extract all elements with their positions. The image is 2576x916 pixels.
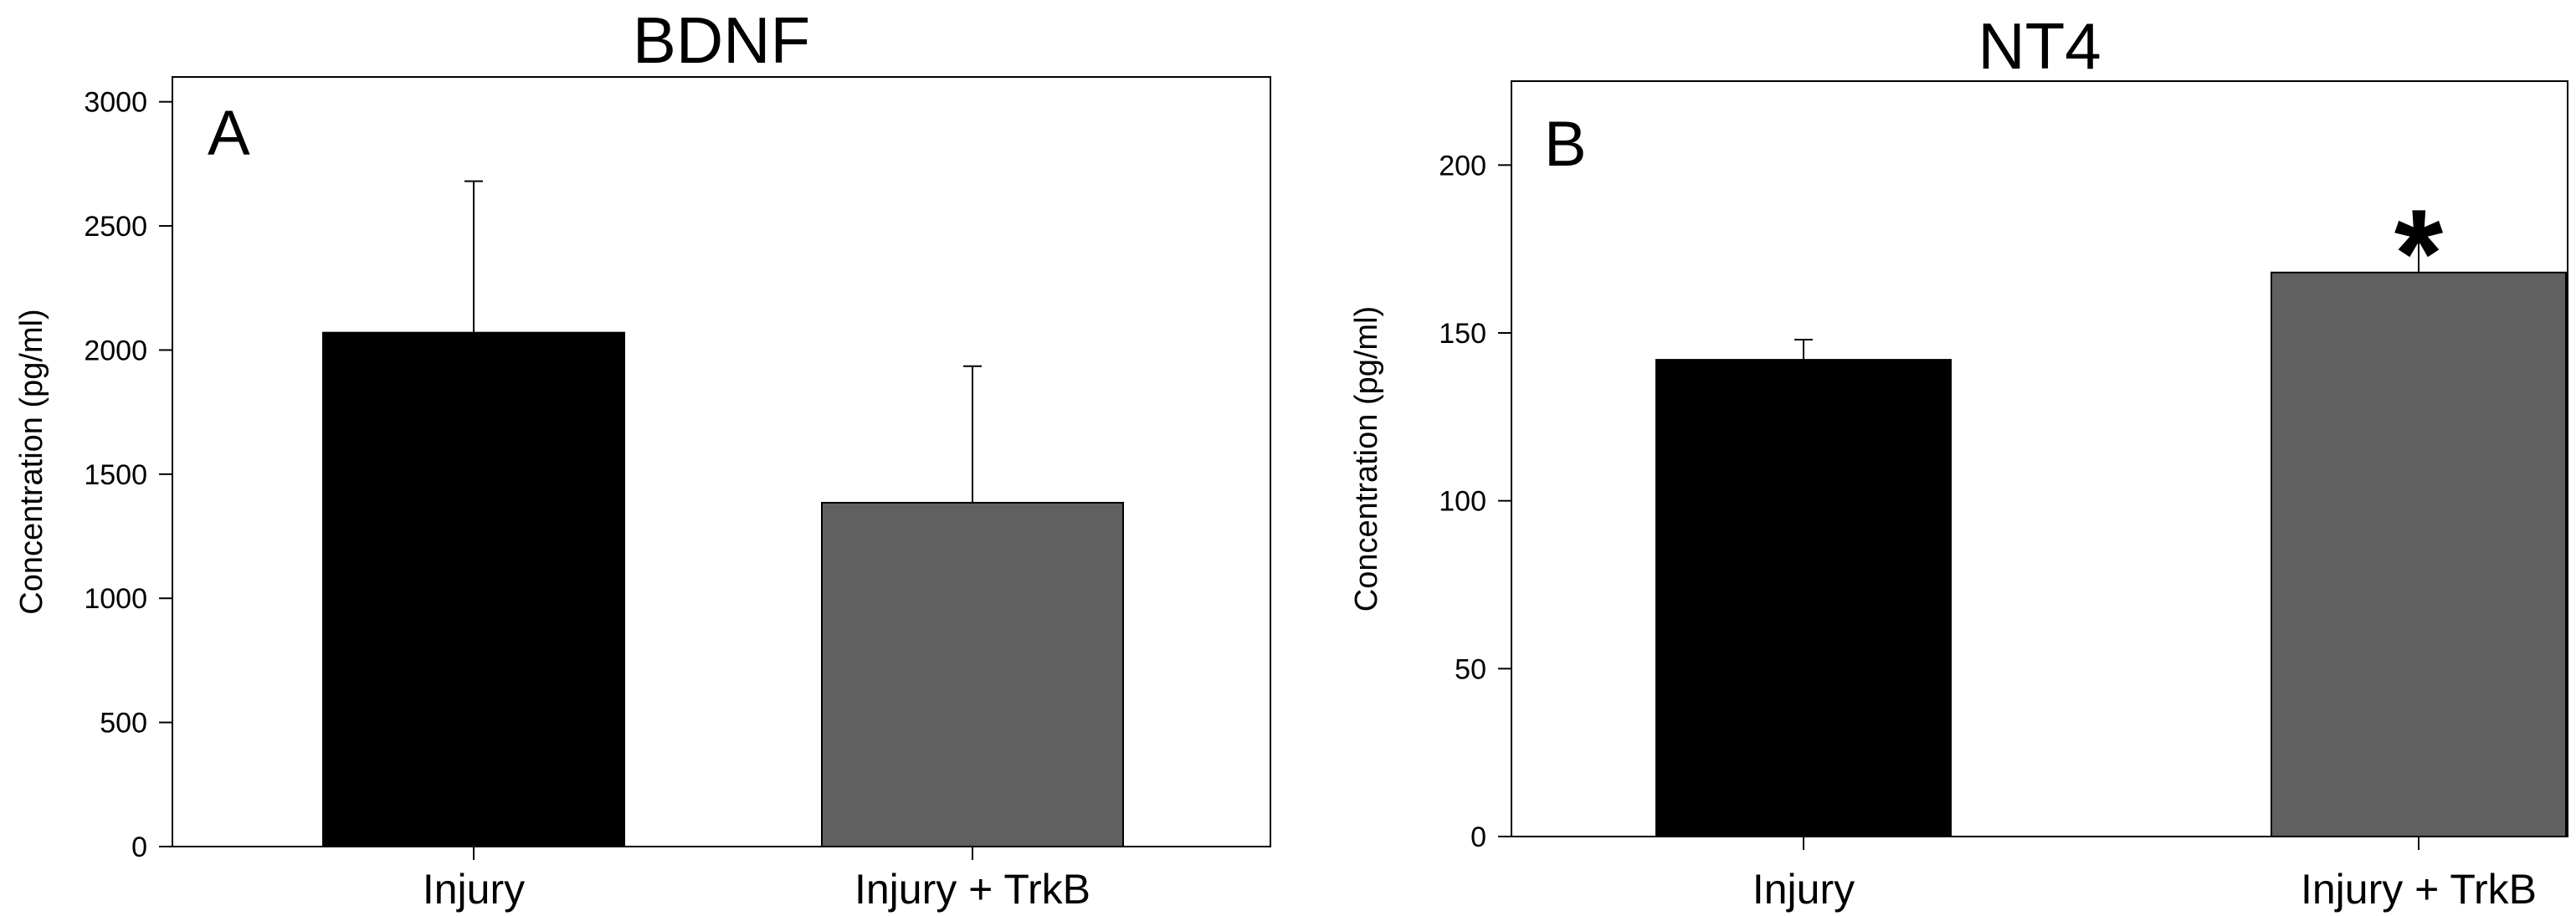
y-axis-label: Concentration (pg/ml) — [1349, 306, 1384, 612]
y-tick-label: 3000 — [84, 87, 147, 119]
significance-asterisk: * — [2394, 183, 2444, 324]
plot-frame — [172, 76, 1271, 847]
y-tick-label: 2500 — [84, 211, 147, 243]
category-label: Injury — [423, 866, 525, 913]
y-axis-ticks: 0 50 100 150 200 — [1439, 150, 1511, 853]
y-tick-label: 1500 — [84, 459, 147, 491]
bar-series: Injury Injury + TrkB * — [1655, 183, 2567, 913]
y-tick-label: 500 — [100, 708, 147, 739]
chart-panel-bdnf: BDNF A Concentration (pg/ml) 0 500 1000 150… — [14, 3, 1271, 913]
y-tick-label: 2000 — [84, 335, 147, 366]
y-tick-label: 50 — [1455, 653, 1486, 685]
y-tick-label: 0 — [131, 832, 147, 863]
bar — [1655, 359, 1952, 837]
y-tick-label: 200 — [1439, 150, 1486, 182]
bar — [2271, 271, 2567, 837]
y-tick-label: 0 — [1470, 821, 1486, 853]
bar — [322, 331, 625, 847]
y-axis-ticks: 0 500 1000 1500 2000 2500 3000 — [84, 87, 172, 863]
y-tick-label: 1000 — [84, 583, 147, 615]
chart-title: BDNF — [633, 3, 810, 77]
category-label: Injury + TrkB — [2301, 866, 2537, 913]
chart-title: NT4 — [1978, 9, 2101, 83]
panel-label: A — [208, 98, 250, 169]
bar-series: Injury Injury + TrkB — [322, 180, 1124, 913]
y-axis-label: Concentration (pg/ml) — [14, 309, 49, 614]
category-label: Injury + TrkB — [854, 866, 1090, 913]
category-label: Injury — [1752, 866, 1855, 913]
panel-label: B — [1544, 109, 1587, 180]
chart-panel-nt4: NT4 B Concentration (pg/ml) 0 50 100 150 200… — [1349, 9, 2568, 913]
bar — [821, 501, 1124, 847]
plot-frame — [1511, 80, 2568, 837]
y-tick-label: 150 — [1439, 318, 1486, 350]
y-tick-label: 100 — [1439, 486, 1486, 518]
